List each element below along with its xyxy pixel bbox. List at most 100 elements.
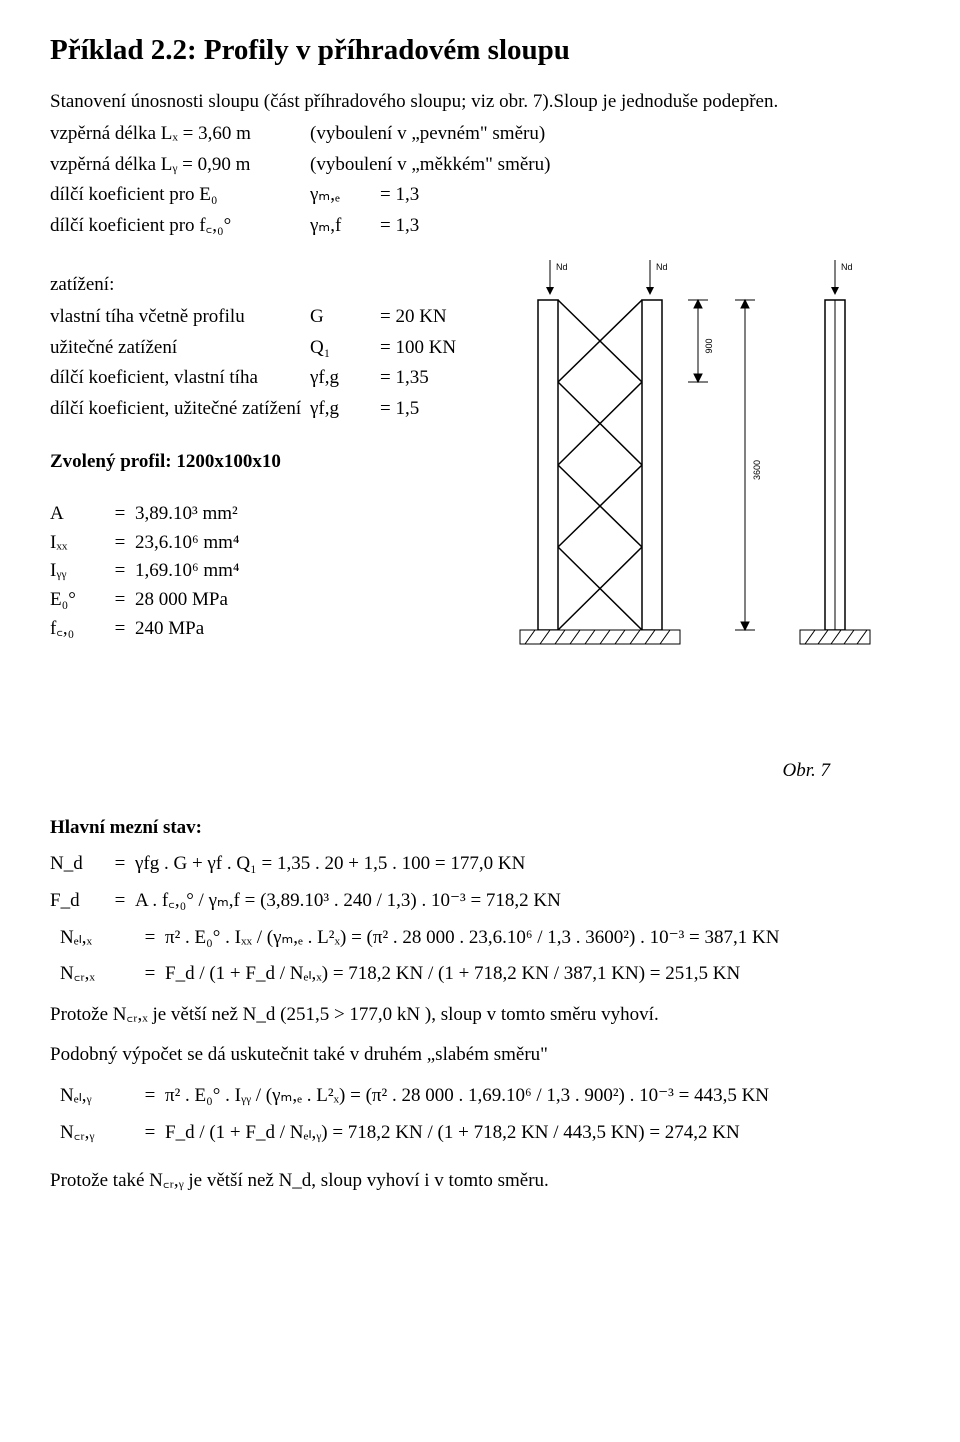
loads-head: zatížení: xyxy=(50,272,480,299)
load-q-sym: Q₁ xyxy=(310,335,380,362)
prop-A: A = 3,89.10³ mm² xyxy=(50,501,480,528)
profile-text: Zvolený profil: 1200x100x10 xyxy=(50,451,281,472)
param-lx: vzpěrná délka Lₓ = 3,60 m (vyboulení v „… xyxy=(50,121,910,148)
calc-Fd: F_d = A . f꜀,₀° / γₘ,f = (3,89.10³ . 240… xyxy=(50,888,910,915)
fc0-val: = 1,3 xyxy=(380,213,910,240)
lx-note: (vyboulení v „pevném" směru) xyxy=(310,121,910,148)
conclusion-y: Protože také N꜀ᵣ,ᵧ je větší než N_d, slo… xyxy=(50,1168,910,1195)
dim-3600-text: 3600 xyxy=(752,460,762,480)
load-kq: dílčí koeficient, užitečné zatížení γf,g… xyxy=(50,396,480,423)
sym-Nely: Nₑₗ,ᵧ xyxy=(50,1083,135,1110)
load-q-val: = 100 KN xyxy=(380,335,480,362)
eq-sign: = xyxy=(135,961,165,988)
calc-Nelx: Nₑₗ,ₓ = π² . E₀° . Iₓₓ / (γₘ,ₑ . L²ₓ) = … xyxy=(50,925,910,952)
column-diagram: Nd Nd Nd xyxy=(490,250,890,670)
truss-column xyxy=(538,300,662,630)
figure-block: Nd Nd Nd xyxy=(480,250,910,679)
prop-fc0-val: 240 MPa xyxy=(135,616,480,643)
dim-900: 900 xyxy=(688,300,714,382)
e0-label: dílčí koeficient pro E₀ xyxy=(50,182,310,209)
load-kg: dílčí koeficient, vlastní tíha γf,g = 1,… xyxy=(50,365,480,392)
left-column: zatížení: vlastní tíha včetně profilu G … xyxy=(50,250,480,679)
eq-sign: = xyxy=(105,888,135,915)
eq-sign: = xyxy=(135,925,165,952)
eq-sign: = xyxy=(135,1120,165,1147)
ly-note: (vyboulení v „měkkém" směru) xyxy=(310,152,910,179)
load-kg-sym: γf,g xyxy=(310,365,380,392)
prop-E0: E₀° = 28 000 MPa xyxy=(50,587,480,614)
dim-900-text: 900 xyxy=(704,338,714,353)
dim-3600: 3600 xyxy=(735,300,762,630)
base-right xyxy=(800,630,870,644)
prop-fc0: f꜀,₀ = 240 MPa xyxy=(50,616,480,643)
fc0-label: dílčí koeficient pro f꜀,₀° xyxy=(50,213,310,240)
sym-Nelx: Nₑₗ,ₓ xyxy=(50,925,135,952)
expr-Ncrx: F_d / (1 + F_d / Nₑₗ,ₓ) = 718,2 KN / (1 … xyxy=(165,961,910,988)
eq-sign: = xyxy=(135,1083,165,1110)
nd-label: Nd xyxy=(556,262,568,272)
prop-Iyy: Iᵧᵧ = 1,69.10⁶ mm⁴ xyxy=(50,558,480,585)
prop-E0-sym: E₀° xyxy=(50,587,105,614)
calc-Ncry: N꜀ᵣ,ᵧ = F_d / (1 + F_d / Nₑₗ,ᵧ) = 718,2 … xyxy=(50,1120,910,1147)
eq-sign: = xyxy=(105,530,135,557)
intro-text: Stanovení únosnosti sloupu (část příhrad… xyxy=(50,89,910,116)
nd-arrow-right: Nd xyxy=(831,260,853,295)
load-g-label: vlastní tíha včetně profilu xyxy=(50,304,310,331)
eq-sign: = xyxy=(105,501,135,528)
ly-label: vzpěrná délka Lᵧ = 0,90 m xyxy=(50,152,310,179)
param-e0: dílčí koeficient pro E₀ γₘ,ₑ = 1,3 xyxy=(50,182,910,209)
e0-sym: γₘ,ₑ xyxy=(310,182,380,209)
section-properties: A = 3,89.10³ mm² Iₓₓ = 23,6.10⁶ mm⁴ Iᵧᵧ … xyxy=(50,501,480,642)
prop-fc0-sym: f꜀,₀ xyxy=(50,616,105,643)
load-g-val: = 20 KN xyxy=(380,304,480,331)
sym-Ncry: N꜀ᵣ,ᵧ xyxy=(50,1120,135,1147)
prop-Ixx: Iₓₓ = 23,6.10⁶ mm⁴ xyxy=(50,530,480,557)
prop-Iyy-sym: Iᵧᵧ xyxy=(50,558,105,585)
prop-E0-val: 28 000 MPa xyxy=(135,587,480,614)
expr-Ncry: F_d / (1 + F_d / Nₑₗ,ᵧ) = 718,2 KN / (1 … xyxy=(165,1120,910,1147)
nd-arrow-left: Nd xyxy=(546,260,568,295)
load-kq-sym: γf,g xyxy=(310,396,380,423)
param-ly: vzpěrná délka Lᵧ = 0,90 m (vyboulení v „… xyxy=(50,152,910,179)
prop-A-sym: A xyxy=(50,501,105,528)
page-title: Příklad 2.2: Profily v příhradovém sloup… xyxy=(50,30,910,71)
load-kg-val: = 1,35 xyxy=(380,365,480,392)
prop-Iyy-val: 1,69.10⁶ mm⁴ xyxy=(135,558,480,585)
sym-Nd: N_d xyxy=(50,851,105,878)
figure-caption: Obr. 7 xyxy=(50,758,910,785)
prop-A-val: 3,89.10³ mm² xyxy=(135,501,480,528)
conclusion-x: Protože N꜀ᵣ,ₓ je větší než N_d (251,5 > … xyxy=(50,1002,910,1029)
intro-y: Podobný výpočet se dá uskutečnit také v … xyxy=(50,1042,910,1069)
expr-Nd: γfg . G + γf . Q₁ = 1,35 . 20 + 1,5 . 10… xyxy=(135,851,910,878)
calc-Ncrx: N꜀ᵣ,ₓ = F_d / (1 + F_d / Nₑₗ,ₓ) = 718,2 … xyxy=(50,961,910,988)
nd-label: Nd xyxy=(841,262,853,272)
load-kq-val: = 1,5 xyxy=(380,396,480,423)
load-kg-label: dílčí koeficient, vlastní tíha xyxy=(50,365,310,392)
load-q-label: užitečné zatížení xyxy=(50,335,310,362)
prop-Ixx-sym: Iₓₓ xyxy=(50,530,105,557)
lx-label: vzpěrná délka Lₓ = 3,60 m xyxy=(50,121,310,148)
param-fc0: dílčí koeficient pro f꜀,₀° γₘ,f = 1,3 xyxy=(50,213,910,240)
main-limit-state-head: Hlavní mezní stav: xyxy=(50,815,910,842)
calc-Nely: Nₑₗ,ᵧ = π² . E₀° . Iᵧᵧ / (γₘ,ₑ . L²ₓ) = … xyxy=(50,1083,910,1110)
side-column xyxy=(825,300,845,630)
eq-sign: = xyxy=(105,587,135,614)
nd-label: Nd xyxy=(656,262,668,272)
prop-Ixx-val: 23,6.10⁶ mm⁴ xyxy=(135,530,480,557)
eq-sign: = xyxy=(105,558,135,585)
load-g: vlastní tíha včetně profilu G = 20 KN xyxy=(50,304,480,331)
expr-Nely: π² . E₀° . Iᵧᵧ / (γₘ,ₑ . L²ₓ) = (π² . 28… xyxy=(165,1083,910,1110)
eq-sign: = xyxy=(105,616,135,643)
sym-Ncrx: N꜀ᵣ,ₓ xyxy=(50,961,135,988)
load-kq-label: dílčí koeficient, užitečné zatížení xyxy=(50,396,310,423)
fc0-sym: γₘ,f xyxy=(310,213,380,240)
nd-arrow-mid: Nd xyxy=(646,260,668,295)
load-g-sym: G xyxy=(310,304,380,331)
eq-sign: = xyxy=(105,851,135,878)
load-q: užitečné zatížení Q₁ = 100 KN xyxy=(50,335,480,362)
calc-Nd: N_d = γfg . G + γf . Q₁ = 1,35 . 20 + 1,… xyxy=(50,851,910,878)
sym-Fd: F_d xyxy=(50,888,105,915)
content-two-col: zatížení: vlastní tíha včetně profilu G … xyxy=(50,250,910,679)
e0-val: = 1,3 xyxy=(380,182,910,209)
profile-selected: Zvolený profil: 1200x100x10 xyxy=(50,449,480,476)
